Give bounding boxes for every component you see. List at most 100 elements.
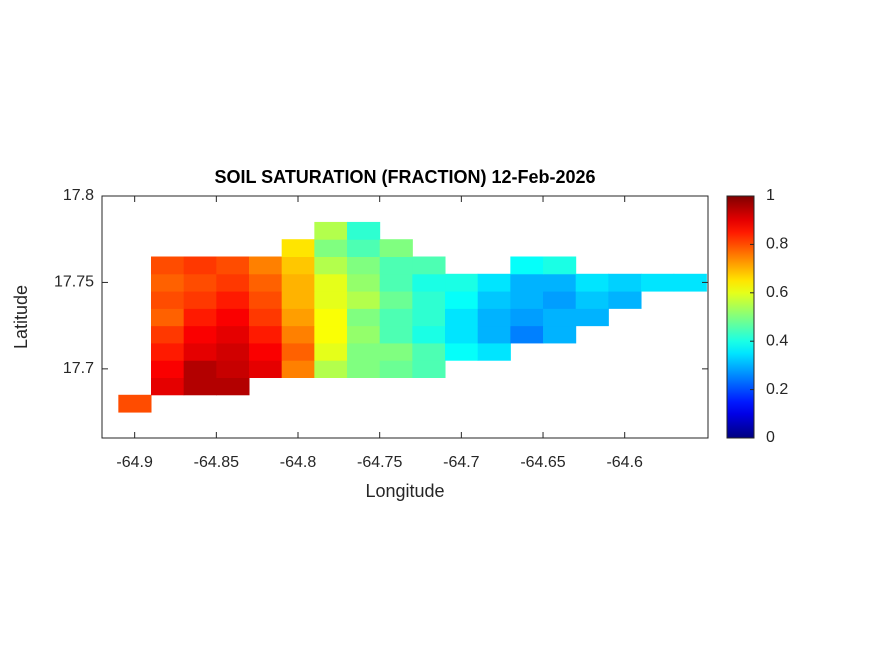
- heatmap-cell: [151, 342, 185, 361]
- heatmap-cell: [412, 308, 446, 327]
- heatmap-cell: [314, 325, 348, 344]
- heatmap-cell: [510, 325, 544, 344]
- heatmap-cell: [314, 239, 348, 257]
- heatmap-cell: [543, 308, 577, 327]
- heatmap-cell: [379, 360, 413, 378]
- heatmap-cell: [510, 273, 544, 292]
- y-tick-label: 17.8: [63, 187, 94, 204]
- heatmap-cell: [281, 342, 315, 361]
- heatmap-cell: [216, 256, 250, 275]
- heatmap-cell: [477, 308, 511, 327]
- heatmap-cell: [151, 325, 185, 344]
- heatmap-cell: [477, 273, 511, 292]
- heatmap-cell: [281, 239, 315, 257]
- x-tick-label: -64.75: [357, 454, 402, 471]
- heatmap-cell: [510, 308, 544, 327]
- heatmap-cell: [314, 221, 348, 240]
- heatmap-cell: [151, 256, 185, 275]
- heatmap-cell: [445, 342, 479, 361]
- colorbar: [726, 195, 755, 439]
- heatmap-cell: [347, 239, 381, 257]
- heatmap-cell: [183, 377, 217, 396]
- heatmap-cell: [314, 360, 348, 378]
- heatmap-cell: [347, 308, 381, 327]
- heatmap-cell: [347, 342, 381, 361]
- heatmap-cell: [608, 273, 642, 292]
- heatmap-cell: [216, 308, 250, 327]
- x-tick-label: -64.7: [443, 454, 480, 471]
- heatmap-cell: [314, 308, 348, 327]
- heatmap-cell: [641, 273, 675, 292]
- heatmap-cell: [347, 325, 381, 344]
- colorbar-tick-label: 0.6: [766, 284, 788, 301]
- heatmap-cell: [575, 308, 609, 327]
- heatmap-cell: [575, 273, 609, 292]
- heatmap-cell: [445, 291, 479, 309]
- heatmap-cell: [379, 325, 413, 344]
- x-tick-label: -64.9: [116, 454, 153, 471]
- heatmap-cell: [477, 342, 511, 361]
- heatmap-cell: [379, 239, 413, 257]
- heatmap-cell: [314, 256, 348, 275]
- heatmap-cell: [379, 308, 413, 327]
- heatmap-cell: [445, 308, 479, 327]
- heatmap-cell: [543, 325, 577, 344]
- heatmap-cell: [281, 360, 315, 378]
- heatmap-cell: [347, 221, 381, 240]
- heatmap-cell: [412, 273, 446, 292]
- heatmap-cell: [412, 342, 446, 361]
- heatmap-cell: [118, 394, 152, 413]
- colorbar-tick-label: 0: [766, 429, 775, 446]
- heatmap-cell: [347, 360, 381, 378]
- heatmap-cell: [249, 342, 283, 361]
- heatmap-cell: [281, 273, 315, 292]
- heatmap-cell: [412, 360, 446, 378]
- heatmap-cell: [216, 342, 250, 361]
- heatmap-cell: [543, 291, 577, 309]
- heatmap-cell: [183, 291, 217, 309]
- y-axis-label: Latitude: [11, 285, 31, 349]
- x-tick-label: -64.6: [606, 454, 643, 471]
- heatmap-cell: [249, 308, 283, 327]
- x-axis-label: Longitude: [365, 481, 444, 501]
- heatmap-cell: [183, 256, 217, 275]
- heatmap-cell: [477, 291, 511, 309]
- heatmap-cell: [249, 325, 283, 344]
- heatmap-cell: [281, 256, 315, 275]
- heatmap-cell: [216, 325, 250, 344]
- heatmap-cell: [379, 256, 413, 275]
- heatmap-cell: [412, 291, 446, 309]
- chart-title: SOIL SATURATION (FRACTION) 12-Feb-2026: [214, 167, 595, 187]
- heatmap-cell: [281, 291, 315, 309]
- heatmap-cell: [575, 291, 609, 309]
- heatmap-cell: [216, 291, 250, 309]
- heatmap-cell: [510, 291, 544, 309]
- heatmap-cell: [249, 360, 283, 378]
- heatmap-cell: [183, 342, 217, 361]
- heatmap-cell: [412, 325, 446, 344]
- heatmap-cell: [249, 273, 283, 292]
- heatmap-cell: [510, 256, 544, 275]
- heatmap-cell: [151, 273, 185, 292]
- heatmap-cell: [183, 325, 217, 344]
- x-tick-label: -64.8: [280, 454, 317, 471]
- heatmap-cell: [379, 273, 413, 292]
- heatmap-cell: [183, 273, 217, 292]
- heatmap-cell: [379, 291, 413, 309]
- heatmap-cell: [608, 291, 642, 309]
- x-tick-label: -64.65: [520, 454, 565, 471]
- heatmap-cell: [347, 273, 381, 292]
- heatmap-cell: [281, 308, 315, 327]
- heatmap-cell: [314, 291, 348, 309]
- heatmap-cell: [379, 342, 413, 361]
- heatmap-cell: [445, 273, 479, 292]
- heatmap-cell: [347, 256, 381, 275]
- heatmap-cell: [314, 273, 348, 292]
- heatmap-cell: [445, 325, 479, 344]
- heatmap-cell: [249, 291, 283, 309]
- heatmap-cell: [151, 291, 185, 309]
- heatmap-cell: [151, 377, 185, 396]
- heatmap-cell: [216, 377, 250, 396]
